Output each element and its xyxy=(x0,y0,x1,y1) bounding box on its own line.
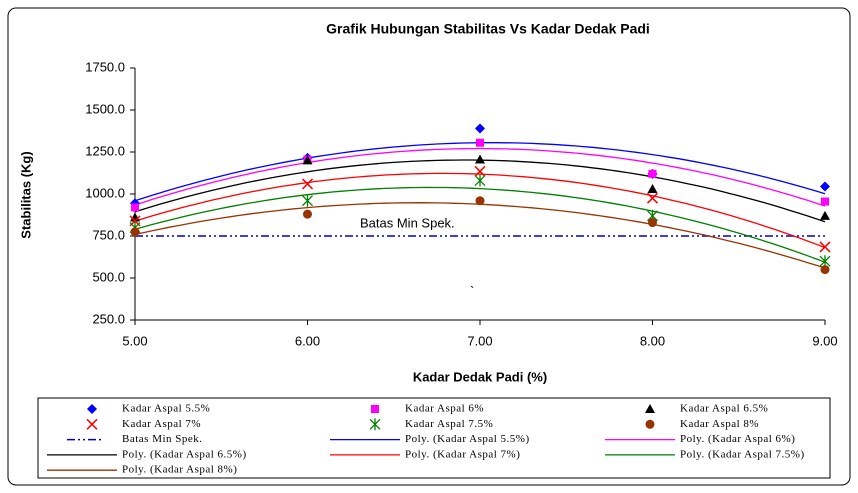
x-tick-label: 6.00 xyxy=(295,333,320,348)
chart-title: Grafik Hubungan Stabilitas Vs Kadar Deda… xyxy=(326,21,650,37)
x-tick-label: 8.00 xyxy=(640,333,665,348)
legend-label: Kadar Aspal 6.5% xyxy=(680,403,768,415)
y-tick-label: 1750.0 xyxy=(85,59,125,74)
point xyxy=(648,169,657,178)
point xyxy=(474,174,486,187)
annotation: ` xyxy=(470,283,474,298)
point xyxy=(130,227,140,237)
legend-marker xyxy=(87,404,97,414)
legend-marker xyxy=(371,405,379,413)
point xyxy=(302,194,313,207)
point xyxy=(820,265,830,275)
point xyxy=(648,218,657,228)
y-tick-label: 500.0 xyxy=(92,269,125,284)
annotation: Batas Min Spek. xyxy=(360,215,455,230)
point xyxy=(647,183,658,193)
point xyxy=(820,181,830,192)
point xyxy=(475,196,485,206)
legend-marker xyxy=(645,419,655,429)
legend-label: Poly. (Kadar Aspal 5.5%) xyxy=(405,433,530,445)
trendline xyxy=(134,186,826,263)
legend-box xyxy=(37,397,831,479)
chart-border xyxy=(7,7,851,486)
legend-label: Poly. (Kadar Aspal 7%) xyxy=(405,448,520,460)
x-axis-label: Kadar Dedak Padi (%) xyxy=(413,369,547,384)
y-tick-label: 1000.0 xyxy=(85,185,125,200)
legend-label: Kadar Aspal 8% xyxy=(680,418,759,430)
y-tick-label: 1500.0 xyxy=(85,101,125,116)
legend-label: Kadar Aspal 7% xyxy=(122,418,201,430)
point xyxy=(646,192,659,204)
point xyxy=(821,197,829,206)
point xyxy=(475,123,485,134)
point xyxy=(303,209,312,219)
legend-label: Poly. (Kadar Aspal 6.5%) xyxy=(122,448,247,460)
trendline xyxy=(134,172,826,249)
point xyxy=(820,210,830,220)
point xyxy=(476,138,484,147)
y-tick-label: 1250.0 xyxy=(85,143,125,158)
legend-marker xyxy=(86,418,98,430)
legend-label: Kadar Aspal 7.5% xyxy=(405,418,493,430)
x-tick-label: 7.00 xyxy=(467,333,492,348)
trendline xyxy=(134,147,826,207)
legend-label: Kadar Aspal 5.5% xyxy=(122,403,210,415)
point xyxy=(301,178,314,190)
legend-label: Poly. (Kadar Aspal 7.5%) xyxy=(680,448,805,460)
point xyxy=(302,155,313,165)
point xyxy=(474,165,486,177)
y-tick-label: 750.0 xyxy=(92,227,125,242)
point xyxy=(475,154,485,164)
legend-marker xyxy=(369,418,381,431)
point xyxy=(819,241,831,253)
x-tick-label: 9.00 xyxy=(812,333,837,348)
legend-label: Poly. (Kadar Aspal 8%) xyxy=(122,464,237,476)
y-tick-label: 250.0 xyxy=(92,311,125,326)
legend-label: Batas Min Spek. xyxy=(122,433,203,445)
x-tick-label: 5.00 xyxy=(122,333,147,348)
legend-label: Poly. (Kadar Aspal 6%) xyxy=(680,433,795,445)
legend-label: Kadar Aspal 6% xyxy=(405,403,484,415)
y-axis-label: Stabilitas (Kg) xyxy=(18,151,33,238)
point xyxy=(131,203,139,212)
legend-marker xyxy=(645,404,655,413)
